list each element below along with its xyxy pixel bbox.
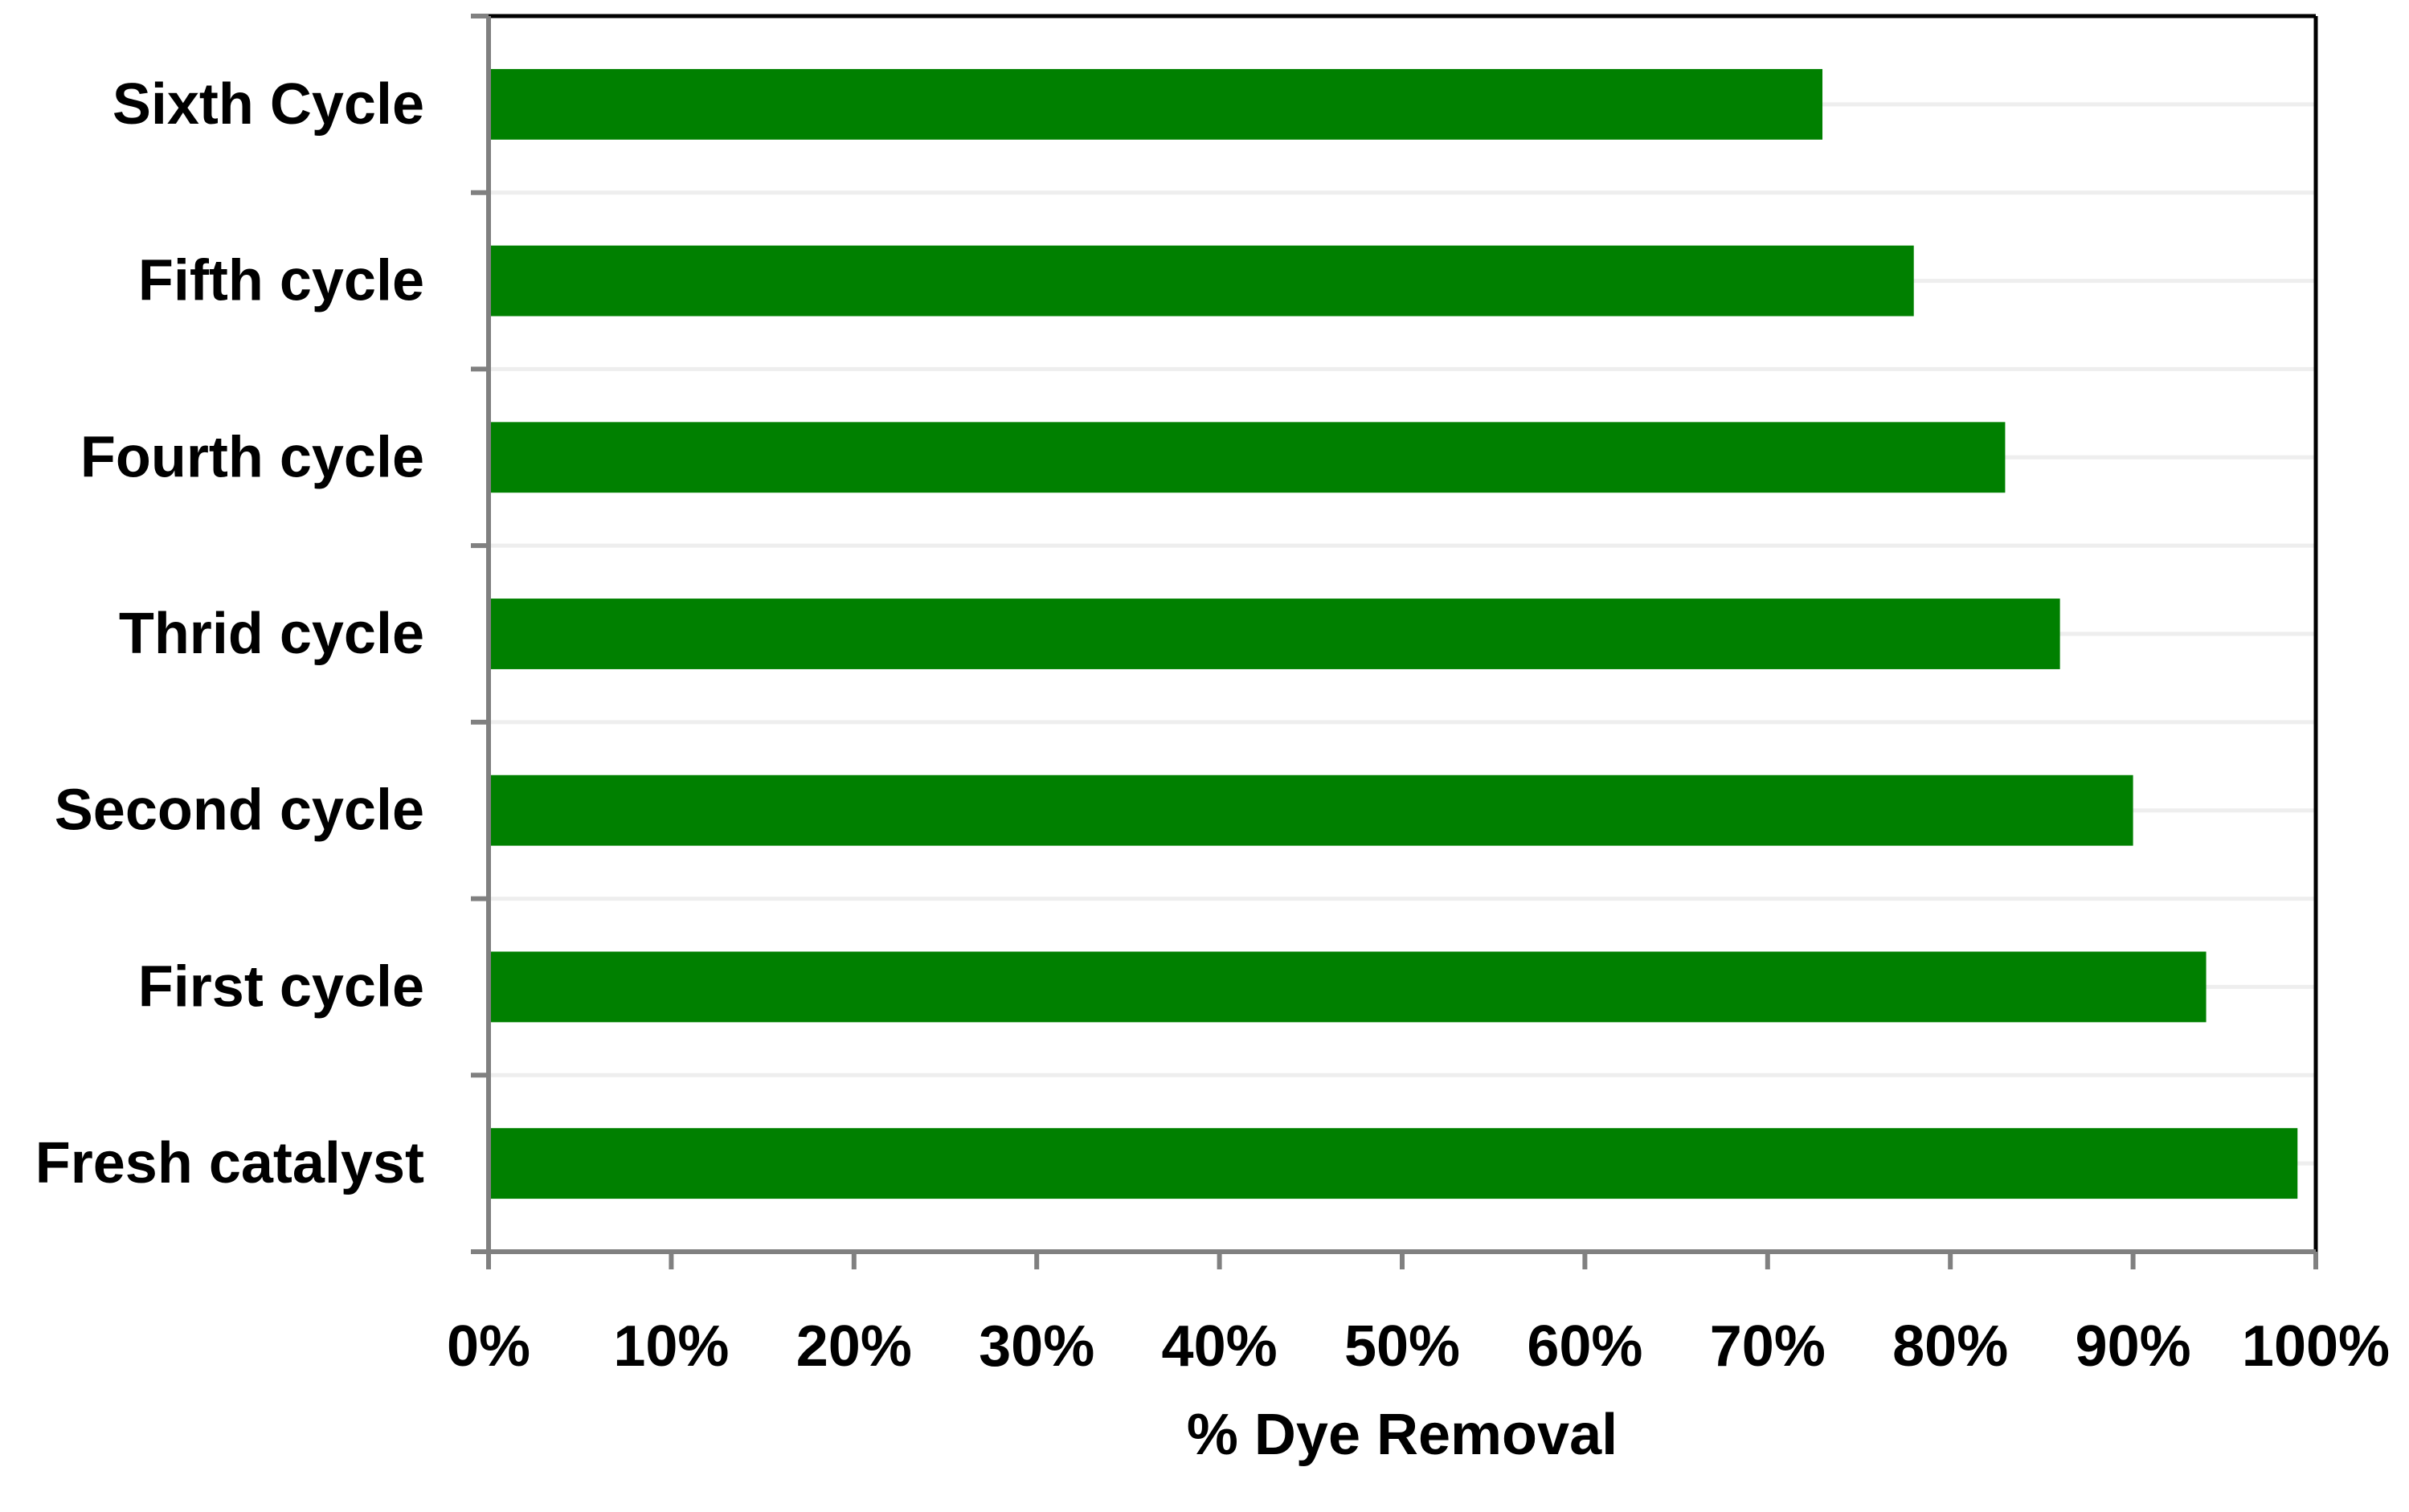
- x-tick-label: 50%: [1344, 1314, 1460, 1379]
- bars: [490, 68, 2298, 1199]
- bar-second-cycle: [490, 774, 2133, 846]
- category-label: Fourth cycle: [80, 425, 424, 489]
- category-label: Fresh catalyst: [35, 1131, 424, 1195]
- bar-sixth-cycle: [490, 68, 1823, 140]
- x-tick-label: 10%: [613, 1314, 729, 1379]
- category-label: Thrid cycle: [119, 602, 424, 666]
- bar-fresh-catalyst: [490, 1128, 2298, 1199]
- category-label: Sixth Cycle: [112, 72, 424, 137]
- x-tick-label: 60%: [1527, 1314, 1642, 1379]
- x-tick-label: 20%: [796, 1314, 912, 1379]
- category-labels: Fresh catalyst First cycle Second cycle Thr…: [35, 72, 424, 1195]
- bar-fourth-cycle: [490, 422, 2006, 493]
- x-tick-label: 70%: [1710, 1314, 1826, 1379]
- x-tick-label: 80%: [1892, 1314, 2008, 1379]
- bar-fifth-cycle: [490, 245, 1914, 317]
- x-tick-label: 0%: [447, 1314, 530, 1379]
- category-label: Fifth cycle: [138, 249, 424, 313]
- x-tick-label: 40%: [1162, 1314, 1278, 1379]
- category-label: First cycle: [138, 954, 424, 1019]
- plot-frame: [471, 14, 2318, 1269]
- x-tick-label: 90%: [2076, 1314, 2191, 1379]
- bar-thrid-cycle: [490, 599, 2060, 669]
- category-label: Second cycle: [55, 778, 424, 843]
- x-tick-label: 100%: [2242, 1314, 2390, 1379]
- bar-first-cycle: [490, 951, 2207, 1023]
- x-axis-title: % Dye Removal: [1187, 1403, 1618, 1467]
- x-tick-label: 30%: [979, 1314, 1094, 1379]
- x-axis-ticks: 0% 10% 20% 30% 40% 50% 60% 70% 80% 90% 100%: [447, 1252, 2390, 1379]
